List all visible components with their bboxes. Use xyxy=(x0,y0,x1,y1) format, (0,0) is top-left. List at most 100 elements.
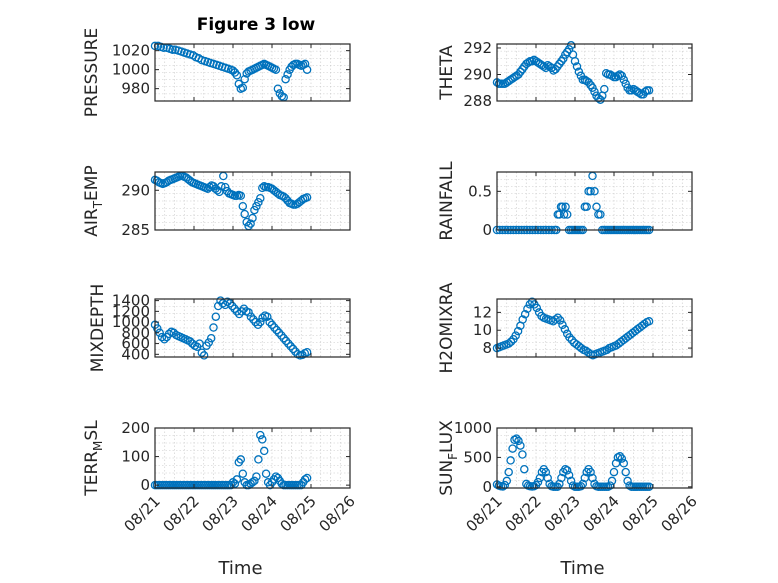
data-point xyxy=(258,435,267,444)
x-tick-label: 08/22 xyxy=(160,492,203,535)
x-tick-label: 08/26 xyxy=(316,492,359,535)
x-tick-label: 08/21 xyxy=(463,492,506,535)
data-point xyxy=(640,319,649,329)
data-point xyxy=(506,456,515,465)
data-point xyxy=(302,65,312,74)
data-point xyxy=(502,476,512,486)
y-tick-label: 0 xyxy=(140,476,150,494)
data-point xyxy=(236,455,246,464)
data-point xyxy=(596,210,605,219)
data-point xyxy=(270,323,279,332)
y-tick-label: 290 xyxy=(121,181,150,199)
y-tick-label: 12 xyxy=(473,303,492,321)
data-point xyxy=(246,219,255,228)
data-point xyxy=(518,315,527,324)
data-point xyxy=(627,86,636,95)
data-point xyxy=(574,67,584,77)
data-point xyxy=(635,88,644,98)
data-point xyxy=(621,467,630,477)
data-point xyxy=(551,315,560,324)
data-point xyxy=(153,324,162,333)
data-point xyxy=(623,476,632,486)
y-tick-label: 1200 xyxy=(112,302,150,320)
data-point xyxy=(157,332,167,342)
data-point xyxy=(559,210,569,219)
data-point xyxy=(516,67,525,77)
data-point xyxy=(617,71,627,81)
data-point xyxy=(256,193,265,203)
y-tick-label: 400 xyxy=(121,345,150,363)
data-point xyxy=(251,317,260,327)
data-point xyxy=(602,345,612,355)
y-tick-label: 100 xyxy=(121,448,150,466)
y-tick-label: 1400 xyxy=(112,292,150,310)
data-point xyxy=(185,337,195,346)
x-tick-label: 08/23 xyxy=(541,492,584,535)
axes-box xyxy=(496,171,693,231)
data-point xyxy=(607,71,617,81)
data-point xyxy=(543,473,552,483)
data-point xyxy=(514,436,523,446)
y-tick-label: 1020 xyxy=(112,42,150,60)
data-point xyxy=(559,54,568,63)
data-point xyxy=(238,83,248,92)
data-point xyxy=(590,187,599,196)
data-point xyxy=(246,312,256,321)
x-axis-label: Time xyxy=(559,558,604,579)
data-point xyxy=(588,473,597,483)
data-point xyxy=(252,201,261,211)
data-point xyxy=(557,473,566,483)
data-point xyxy=(561,202,570,212)
x-tick-label: 08/24 xyxy=(580,492,623,535)
data-point xyxy=(256,430,265,440)
data-point xyxy=(236,191,246,201)
data-point xyxy=(582,202,591,212)
data-point xyxy=(619,75,629,85)
data-point xyxy=(265,317,274,327)
data-point xyxy=(596,95,605,104)
data-point xyxy=(576,481,586,491)
data-point xyxy=(302,347,312,357)
data-point xyxy=(261,469,271,478)
data-point xyxy=(281,336,291,346)
data-point xyxy=(259,446,269,456)
data-point xyxy=(615,70,625,79)
data-point xyxy=(277,479,287,488)
data-point xyxy=(523,304,532,314)
data-point xyxy=(588,83,597,92)
data-point xyxy=(302,193,312,202)
x-axis-label: Time xyxy=(217,558,262,579)
data-point xyxy=(217,182,226,191)
data-point xyxy=(560,325,570,334)
data-point xyxy=(277,331,286,340)
data-point xyxy=(204,338,214,347)
data-point xyxy=(205,182,214,192)
x-tick-label: 08/23 xyxy=(199,492,242,535)
data-point xyxy=(211,312,221,321)
data-point xyxy=(238,201,248,211)
data-point xyxy=(272,325,281,335)
y-tick-label: 288 xyxy=(463,92,492,110)
data-point xyxy=(506,337,516,347)
data-point xyxy=(274,328,284,338)
axes-box xyxy=(496,298,693,358)
data-point xyxy=(504,467,513,477)
y-tick-label: 200 xyxy=(121,419,150,437)
data-point xyxy=(197,348,207,357)
data-point xyxy=(242,217,251,227)
data-point xyxy=(644,317,654,326)
data-point xyxy=(225,299,235,308)
data-point xyxy=(527,56,537,66)
data-point xyxy=(564,45,574,54)
data-point xyxy=(244,308,253,317)
y-tick-label: 1000 xyxy=(112,313,150,331)
data-point xyxy=(567,335,577,345)
y-tick-label: 800 xyxy=(121,324,150,342)
data-point xyxy=(258,313,267,323)
data-point xyxy=(558,320,567,330)
data-point xyxy=(586,187,595,196)
axes-box xyxy=(154,43,351,102)
data-point xyxy=(232,475,242,484)
y-axis-label: AIRTEMP xyxy=(82,165,105,236)
